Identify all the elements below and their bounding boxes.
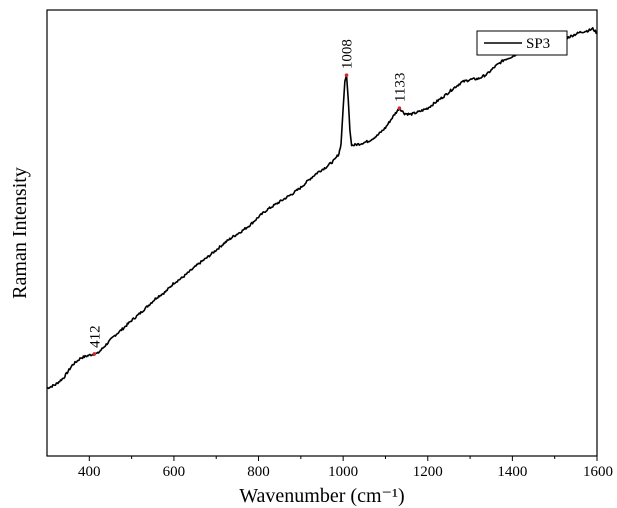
x-tick-label-600: 600	[163, 464, 186, 480]
peak-label-1133: 1133	[392, 73, 408, 102]
legend: SP3	[476, 30, 568, 56]
peak-label-412: 412	[87, 325, 103, 348]
y-axis-title: Raman Intensity	[9, 167, 31, 299]
x-axis-title: Wavenumber (cm⁻¹)	[239, 485, 404, 507]
x-tick-label-1400: 1400	[497, 464, 527, 480]
legend-label-sp3: SP3	[526, 36, 550, 52]
peak-annotations: 412 1008 1133	[87, 39, 408, 356]
x-tick-label-1600: 1600	[583, 464, 613, 480]
peak-marker-412	[92, 352, 97, 356]
x-tick-label-1200: 1200	[413, 464, 443, 480]
x-axis-tick-labels: 400 600 800 1000 1200 1400 1600	[78, 464, 613, 480]
peak-label-1008: 1008	[340, 39, 356, 69]
series-line-sp3	[46, 27, 598, 390]
x-tick-label-800: 800	[247, 464, 270, 480]
x-tick-label-400: 400	[78, 464, 101, 480]
x-axis-ticks	[88, 456, 598, 461]
x-tick-label-1000: 1000	[328, 464, 358, 480]
plot-frame	[46, 9, 598, 457]
peak-marker-1008	[344, 73, 349, 77]
peak-marker-1133	[397, 106, 402, 110]
